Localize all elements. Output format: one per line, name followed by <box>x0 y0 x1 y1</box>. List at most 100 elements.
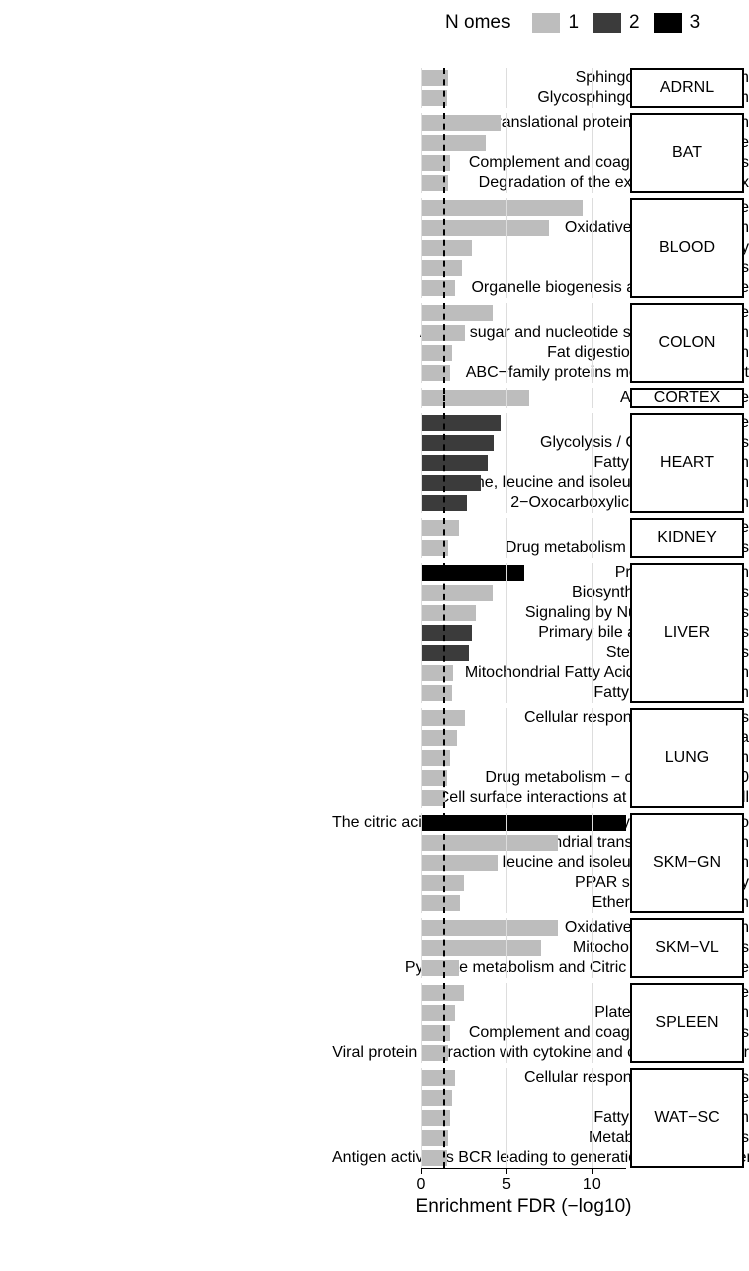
facet-label: SKM−VL <box>655 939 719 957</box>
grid-line <box>421 413 422 513</box>
reference-line <box>443 303 445 383</box>
bar <box>421 665 453 681</box>
facet-label: SPLEEN <box>655 1014 718 1032</box>
x-tick-label: 0 <box>417 1176 426 1194</box>
x-axis-title: Enrichment FDR (−log10) <box>416 1196 632 1218</box>
reference-line <box>443 708 445 808</box>
facet-strip: SKM−VL <box>630 918 744 978</box>
x-axis-line <box>421 1168 626 1169</box>
grid-line <box>421 388 422 408</box>
reference-line <box>443 198 445 298</box>
bar <box>421 1090 452 1106</box>
grid-line <box>506 708 507 808</box>
legend-title: N omes <box>445 12 510 34</box>
facet-label: BAT <box>672 144 702 162</box>
grid-line <box>592 388 593 408</box>
bar <box>421 390 529 406</box>
bar <box>421 835 558 851</box>
grid-line <box>592 413 593 513</box>
bar <box>421 415 501 431</box>
facet-label: CORTEX <box>654 389 720 407</box>
facet-label: COLON <box>659 334 716 352</box>
bar <box>421 1070 455 1086</box>
legend: N omes 1 2 3 <box>445 12 706 34</box>
grid-line <box>592 813 593 913</box>
facet-strip: LIVER <box>630 563 744 703</box>
bar <box>421 605 476 621</box>
reference-line <box>443 983 445 1063</box>
facet-label: ADRNL <box>660 79 714 97</box>
bar <box>421 365 450 381</box>
bar <box>421 685 452 701</box>
grid-line <box>506 563 507 703</box>
facet-strip: HEART <box>630 413 744 513</box>
bar <box>421 565 524 581</box>
reference-line <box>443 68 445 108</box>
grid-line <box>592 1068 593 1168</box>
facet-strip: CORTEX <box>630 388 744 408</box>
grid-line <box>592 198 593 298</box>
bar <box>421 220 549 236</box>
grid-line <box>592 983 593 1063</box>
facet-strip: ADRNL <box>630 68 744 108</box>
bar <box>421 895 460 911</box>
facet-label: BLOOD <box>659 239 715 257</box>
grid-line <box>421 68 422 108</box>
bar <box>421 280 455 296</box>
grid-line <box>421 918 422 978</box>
bar <box>421 115 501 131</box>
facet-strip: KIDNEY <box>630 518 744 558</box>
legend-item-label: 2 <box>629 12 640 34</box>
reference-line <box>443 413 445 513</box>
reference-line <box>443 1068 445 1168</box>
bar <box>421 435 494 451</box>
bar <box>421 1025 450 1041</box>
bar <box>421 455 488 471</box>
grid-line <box>592 518 593 558</box>
reference-line <box>443 563 445 703</box>
bar <box>421 345 452 361</box>
grid-line <box>592 68 593 108</box>
bar <box>421 790 445 806</box>
bar <box>421 475 481 491</box>
x-tick-label: 10 <box>583 1176 601 1194</box>
facet-label: SKM−GN <box>653 854 721 872</box>
bar <box>421 520 459 536</box>
bar <box>421 305 493 321</box>
bar <box>421 960 459 976</box>
grid-line <box>592 113 593 193</box>
bar <box>421 1005 455 1021</box>
grid-line <box>592 563 593 703</box>
facet-label: LUNG <box>665 749 709 767</box>
facet-strip: COLON <box>630 303 744 383</box>
grid-line <box>506 388 507 408</box>
facet-strip: LUNG <box>630 708 744 808</box>
facet-label: KIDNEY <box>657 529 717 547</box>
grid-line <box>506 918 507 978</box>
grid-line <box>421 518 422 558</box>
legend-item-label: 3 <box>690 12 701 34</box>
bar <box>421 855 498 871</box>
bar <box>421 625 472 641</box>
grid-line <box>592 303 593 383</box>
grid-line <box>506 413 507 513</box>
facet-label: HEART <box>660 454 714 472</box>
bar <box>421 920 558 936</box>
grid-line <box>506 303 507 383</box>
legend-swatch <box>532 13 560 33</box>
grid-line <box>421 983 422 1063</box>
grid-line <box>421 563 422 703</box>
bar <box>421 1110 450 1126</box>
legend-item-label: 1 <box>568 12 579 34</box>
bar <box>421 135 486 151</box>
grid-line <box>506 1068 507 1168</box>
bar <box>421 750 450 766</box>
bar <box>421 940 541 956</box>
reference-line <box>443 388 445 408</box>
bar <box>421 200 583 216</box>
grid-line <box>506 983 507 1063</box>
facet-strip: BAT <box>630 113 744 193</box>
grid-line <box>592 918 593 978</box>
grid-line <box>421 813 422 913</box>
reference-line <box>443 113 445 193</box>
